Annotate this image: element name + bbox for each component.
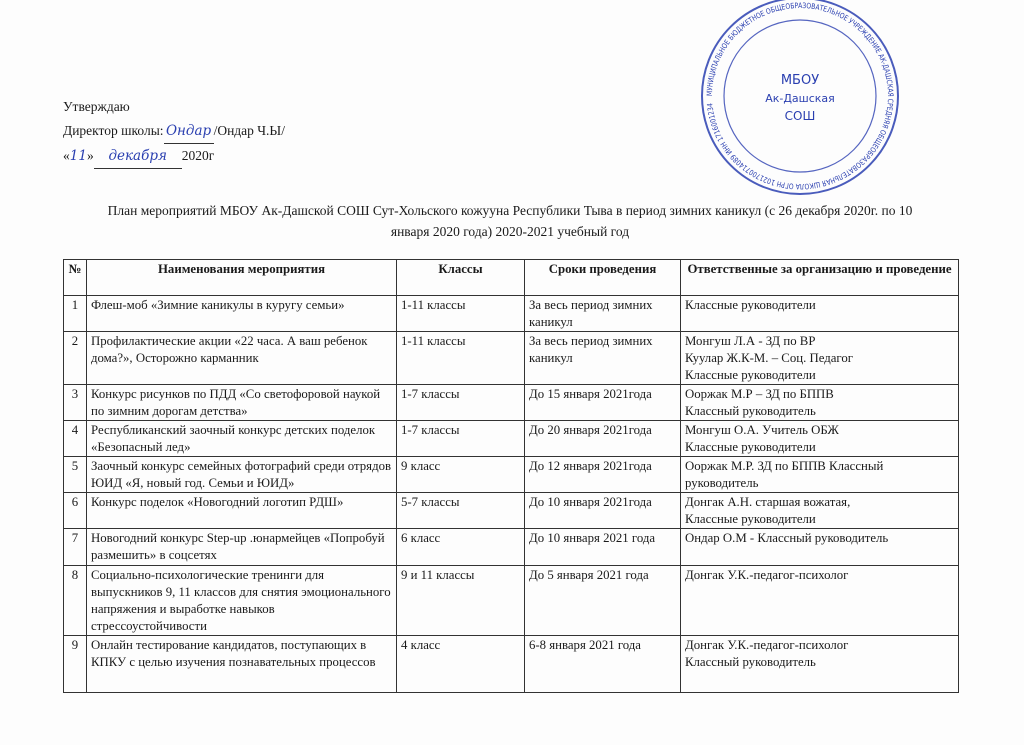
approval-year: 2020г [181,148,215,163]
row-number: 4 [63,420,87,457]
title-line-1: План мероприятий МБОУ Ак-Дашской СОШ Сут… [107,203,913,218]
row-event: Заочный конкурс семейных фотографий сред… [86,456,397,493]
row-classes: 9 класс [396,456,525,493]
approval-director-line: Директор школы: Ондар/Ондар Ч.Ы/ [63,119,285,144]
row-dates: До 15 января 2021года [524,384,681,421]
row-number: 6 [63,492,87,529]
header-number: № [63,259,87,296]
row-classes: 9 и 11 классы [396,565,525,636]
responsible-line: Монгуш О.А. Учитель ОБЖ [685,423,839,437]
row-event: Конкурс рисунков по ПДД «Со светофоровой… [86,384,397,421]
table-row: 6 Конкурс поделок «Новогодний логотип РДШ… [63,492,959,529]
row-event: Конкурс поделок «Новогодний логотип РДШ» [86,492,397,529]
row-responsible: Монгуш О.А. Учитель ОБЖ Классные руководи… [680,420,959,457]
row-event: Флеш-моб «Зимние каникулы в куругу семьи… [86,295,397,332]
row-responsible: Монгуш Л.А - ЗД по ВР Куулар Ж.К-М. – Соц… [680,331,959,385]
director-name: /Ондар Ч.Ы/ [213,123,285,138]
row-classes: 1-7 классы [396,384,525,421]
row-number: 7 [63,528,87,566]
responsible-line: Монгуш Л.А - ЗД по ВР [685,334,816,348]
responsible-line: Классный руководитель [685,404,816,418]
row-number: 3 [63,384,87,421]
row-responsible: Донгак У.К.-педагог-психолог Классный рук… [680,635,959,693]
header-event: Наименования мероприятия [86,259,397,296]
table-row: 5 Заочный конкурс семейных фотографий сре… [63,456,959,493]
director-signature: Ондар [163,119,214,144]
row-event: Профилактические акции «22 часа. А ваш р… [86,331,397,385]
row-event: Онлайн тестирование кандидатов, поступаю… [86,635,397,693]
seal-center-1: МБОУ [781,73,819,88]
responsible-line: Классные руководители [685,512,816,526]
quote-open: « [63,148,70,163]
school-seal: МУНИЦИПАЛЬНОЕ БЮДЖЕТНОЕ ОБЩЕОБРАЗОВАТЕЛЬ… [701,0,899,195]
row-dates: За весь период зимних каникул [524,295,681,332]
row-responsible: Ооржак М.Р – ЗД по БППВ Классный руководи… [680,384,959,421]
director-label: Директор школы: [63,123,164,138]
responsible-line: Классный руководитель [685,655,816,669]
row-dates: До 10 января 2021года [524,492,681,529]
row-responsible: Ондар О.М - Классный руководитель [680,528,959,566]
events-table: № Наименования мероприятия Классы Сроки … [63,259,959,693]
row-number: 8 [63,565,87,636]
row-dates: 6-8 января 2021 года [524,635,681,693]
seal-center-2: Ак-Дашская [765,92,835,105]
table-row: 1 Флеш-моб «Зимние каникулы в куругу семь… [63,295,959,332]
table-row: 8 Социально-психологические тренинги для … [63,565,959,636]
row-dates: До 12 января 2021года [524,456,681,493]
document-title: План мероприятий МБОУ Ак-Дашской СОШ Сут… [60,200,960,242]
row-classes: 4 класс [396,635,525,693]
row-responsible: Классные руководители [680,295,959,332]
approval-date-line: «11» декабря 2020г [63,144,285,169]
row-dates: За весь период зимних каникул [524,331,681,385]
row-number: 5 [63,456,87,493]
responsible-line: Ондар О.М - Классный руководитель [685,531,889,545]
row-event: Новогодний конкурс Step-up .юнармейцев «… [86,528,397,566]
seal-center-3: СОШ [785,109,816,123]
row-responsible: Донгак А.Н. старшая вожатая, Классные рук… [680,492,959,529]
row-dates: До 10 января 2021 года [524,528,681,566]
row-number: 2 [63,331,87,385]
row-classes: 1-11 классы [396,331,525,385]
row-classes: 1-11 классы [396,295,525,332]
row-number: 1 [63,295,87,332]
responsible-line: Классные руководители [685,440,816,454]
table-header-row: № Наименования мероприятия Классы Сроки … [63,259,959,296]
title-line-2: января 2020 года) 2020-2021 учебный год [390,224,630,239]
row-event: Социально-психологические тренинги для в… [86,565,397,636]
responsible-line: Ооржак М.Р. ЗД по БППВ Классный руководи… [685,459,884,490]
responsible-line: Классные руководители [685,298,816,312]
header-responsible: Ответственные за организацию и проведени… [680,259,959,296]
responsible-line: Донгак У.К.-педагог-психолог [685,568,849,582]
row-responsible: Донгак У.К.-педагог-психолог [680,565,959,636]
approval-month: декабря [93,144,182,169]
responsible-line: Ооржак М.Р – ЗД по БППВ [685,387,834,401]
responsible-line: Донгак А.Н. старшая вожатая, [685,495,851,509]
row-classes: 5-7 классы [396,492,525,529]
table-row: 2 Профилактические акции «22 часа. А ваш … [63,331,959,385]
row-responsible: Ооржак М.Р. ЗД по БППВ Классный руководи… [680,456,959,493]
header-dates: Сроки проведения [524,259,681,296]
row-classes: 6 класс [396,528,525,566]
quote-close: » [86,148,94,163]
approval-day: 11 [69,148,87,164]
responsible-line: Донгак У.К.-педагог-психолог [685,638,849,652]
approval-heading: Утверждаю [63,99,130,114]
row-classes: 1-7 классы [396,420,525,457]
table-row: 3 Конкурс рисунков по ПДД «Со светофорово… [63,384,959,421]
approval-block: Утверждаю Директор школы: Ондар/Ондар Ч.Ы… [63,95,285,169]
row-dates: До 20 января 2021года [524,420,681,457]
header-classes: Классы [396,259,525,296]
table-row: 7 Новогодний конкурс Step-up .юнармейцев … [63,528,959,566]
responsible-line: Куулар Ж.К-М. – Соц. Педагог [685,351,854,365]
responsible-line: Классные руководители [685,368,816,382]
table-row: 9 Онлайн тестирование кандидатов, поступа… [63,635,959,693]
row-dates: До 5 января 2021 года [524,565,681,636]
row-number: 9 [63,635,87,693]
table-row: 4 Республиканский заочный конкурс детских… [63,420,959,457]
row-event: Республиканский заочный конкурс детских … [86,420,397,457]
